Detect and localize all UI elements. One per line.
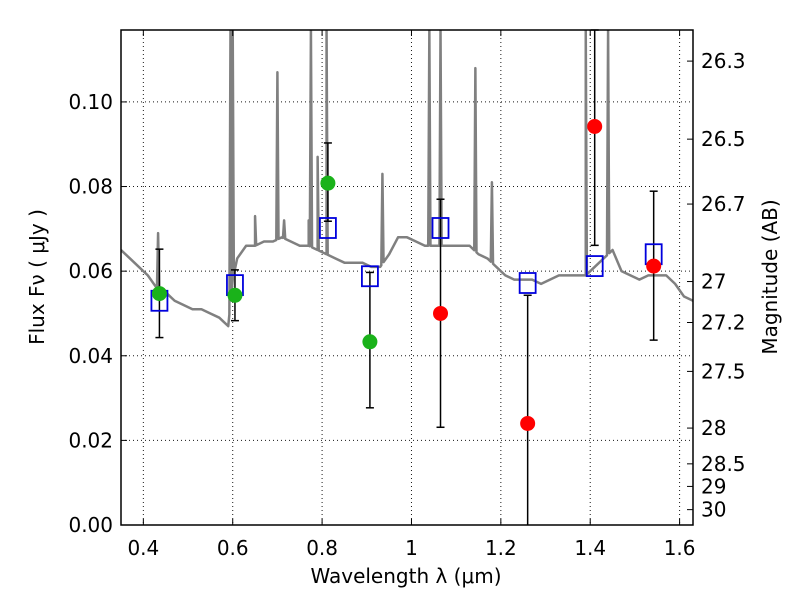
model-square <box>431 217 450 239</box>
y-axis-ticks: 0.00 0.02 0.04 0.06 0.08 0.10 <box>68 90 127 537</box>
y2-axis-label: Magnitude (AB) <box>758 199 782 354</box>
x-tick-label: 1.2 <box>485 536 517 560</box>
y2-tick-label: 30 <box>701 498 726 522</box>
flux-point <box>520 415 536 431</box>
model-square <box>585 255 604 277</box>
y2-tick-label: 27 <box>701 270 726 294</box>
y-axis-label: Flux Fν ( μJy ) <box>25 209 49 345</box>
y2-tick-label: 26.5 <box>701 127 746 151</box>
y-tick-label: 0.08 <box>68 175 113 199</box>
y2-tick-label: 26.3 <box>701 49 746 73</box>
y2-tick-label: 26.7 <box>701 192 746 216</box>
detection-point <box>227 287 243 303</box>
data-points <box>151 118 662 431</box>
y2-tick-label: 27.5 <box>701 359 746 383</box>
flux-point <box>587 118 603 134</box>
flux-point <box>646 258 662 274</box>
y-tick-label: 0.06 <box>68 259 113 283</box>
y-tick-label: 0.10 <box>68 90 113 114</box>
x-axis-ticks: 0.4 0.6 0.8 1 1.2 1.4 1.6 <box>127 30 696 560</box>
y-tick-label: 0.04 <box>68 344 113 368</box>
plot-frame <box>120 29 694 526</box>
model-square <box>361 265 379 288</box>
y-tick-label: 0.02 <box>68 428 113 452</box>
x-axis-label: Wavelength λ (μm) <box>310 564 501 588</box>
detection-point <box>362 334 378 350</box>
flux-point <box>433 305 449 321</box>
model-square <box>319 217 337 239</box>
y2-tick-label: 27.2 <box>701 311 746 335</box>
x-tick-label: 1.4 <box>574 536 606 560</box>
model-square <box>518 272 537 294</box>
y-tick-label: 0.00 <box>68 513 113 537</box>
x-tick-label: 1.6 <box>664 536 696 560</box>
detection-point <box>320 175 336 191</box>
x-tick-label: 1 <box>405 536 418 560</box>
x-tick-label: 0.8 <box>306 536 338 560</box>
y2-tick-label: 28.5 <box>701 452 746 476</box>
y2-tick-label: 29 <box>701 474 726 498</box>
x-tick-label: 0.4 <box>127 536 159 560</box>
x-tick-label: 0.6 <box>217 536 249 560</box>
detection-point <box>151 286 167 302</box>
y2-tick-label: 28 <box>701 416 726 440</box>
